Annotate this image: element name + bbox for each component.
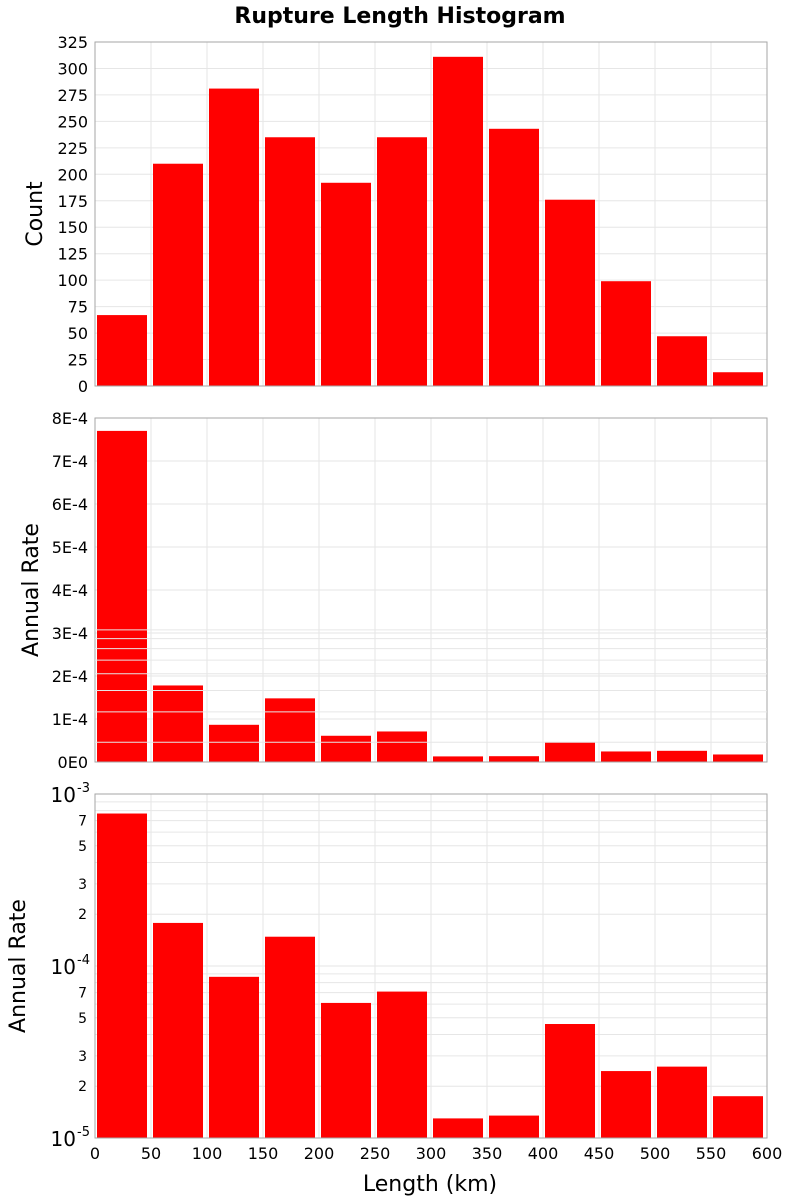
histogram-bar [657,750,707,762]
y-tick-label: 25 [68,351,88,370]
histogram-bar [433,756,483,762]
y-tick-label: 325 [57,33,88,52]
y-tick-label: 6E-4 [52,495,88,514]
histogram-bar [377,991,427,1138]
x-tick-label: 200 [304,1144,335,1163]
y-tick-label: 0 [78,377,88,396]
y-axis-label: Annual Rate [19,523,44,657]
x-tick-label: 400 [528,1144,559,1163]
y-tick-label: 250 [57,112,88,131]
y-tick-label-major: 10 [51,1127,76,1151]
y-tick-exponent: -5 [77,1125,90,1140]
histogram-bar [265,698,315,762]
y-tick-label-major: 10 [51,783,76,807]
y-tick-label-minor: 5 [78,1011,87,1027]
y-tick-label-minor: 7 [78,986,87,1002]
y-tick-label-major: 10 [51,955,76,979]
histogram-bar [489,128,539,387]
x-tick-label: 50 [141,1144,161,1163]
plot-frame [94,793,768,1139]
x-tick-label: 600 [752,1144,783,1163]
x-tick-label: 250 [360,1144,391,1163]
y-tick-label-minor: 2 [78,1079,87,1095]
y-tick-label: 7E-4 [52,452,88,471]
y-axis-label: Count [23,181,48,247]
y-tick-label: 275 [57,86,88,105]
plot-frame [94,41,768,387]
histogram-bar [153,922,203,1138]
y-tick-exponent: -4 [77,953,90,968]
y-tick-label: 175 [57,192,88,211]
annual-rate-linear-panel: 0E0 1E-4 2E-4 3E-4 4E-4 5E-4 6E-4 7E-4 8E-4 Annua… [19,409,768,772]
x-tick-label: 150 [248,1144,279,1163]
y-tick-label: 0E0 [58,753,88,772]
y-tick-label-minor: 2 [78,907,87,923]
histogram-bar [153,685,203,762]
x-tick-label: 300 [416,1144,447,1163]
histogram-bar [545,742,595,762]
y-tick-label: 8E-4 [52,409,88,428]
x-tick-label: 500 [640,1144,671,1163]
x-axis: 0 50 100 150 200 250 300 350 400 450 500 550 600 [90,1144,782,1163]
histogram-bar [713,372,763,386]
y-tick-label: 5E-4 [52,538,88,557]
x-tick-label: 0 [90,1144,100,1163]
histogram-bar [489,756,539,762]
y-tick-label: 50 [68,324,88,343]
y-tick-label: 4E-4 [52,581,88,600]
y-tick-label: 100 [57,271,88,290]
y-tick-label: 225 [57,139,88,158]
y-tick-label: 3E-4 [52,624,88,643]
histogram-bar [377,137,427,386]
histogram-bar [321,182,371,386]
x-tick-label: 350 [472,1144,503,1163]
histogram-bar [97,315,147,386]
x-tick-label: 450 [584,1144,615,1163]
histogram-bar [265,137,315,386]
y-tick-label: 125 [57,245,88,264]
y-tick-label-minor: 3 [78,1049,87,1065]
histogram-bar [433,1118,483,1138]
histogram-bar [209,724,259,762]
histogram-bar [713,754,763,762]
histogram-bar [545,1024,595,1138]
y-tick-label: 300 [57,59,88,78]
y-tick-label: 1E-4 [52,710,88,729]
histogram-bar [601,281,651,386]
histogram-bar [209,976,259,1138]
histogram-bar [97,430,147,762]
count-histogram-panel: 0 25 50 75 100 125 150 175 200 225 250 275 300 325 Cou… [23,33,768,396]
histogram-bar [601,1071,651,1138]
histogram-bar [321,1002,371,1138]
y-tick-label: 200 [57,165,88,184]
histogram-bar [97,813,147,1138]
chart-title: Rupture Length Histogram [234,4,565,29]
y-axis-label: Annual Rate [6,899,31,1033]
y-tick-label: 150 [57,218,88,237]
y-tick-label-minor: 5 [78,839,87,855]
histogram-bar [545,199,595,386]
y-tick-label-minor: 3 [78,877,87,893]
histogram-bar [489,1115,539,1138]
histogram-bar [433,56,483,387]
histogram-bar [321,735,371,762]
y-tick-label-minor: 7 [78,814,87,830]
x-tick-label: 550 [696,1144,727,1163]
histogram-bar [265,936,315,1138]
x-axis-label: Length (km) [363,1172,497,1197]
histogram-bar [377,731,427,762]
y-tick-exponent: -3 [77,781,90,796]
histogram-bar [209,88,259,386]
histogram-bar [153,163,203,386]
histogram-bar [657,1066,707,1138]
y-tick-label: 75 [68,298,88,317]
plot-frame [94,417,768,763]
histogram-bar [657,336,707,386]
y-tick-label: 2E-4 [52,667,88,686]
histogram-bar [713,1096,763,1138]
x-tick-label: 100 [192,1144,223,1163]
histogram-bar [601,751,651,762]
